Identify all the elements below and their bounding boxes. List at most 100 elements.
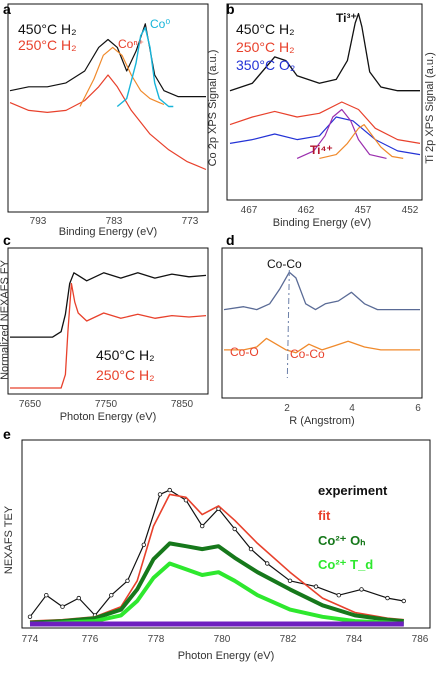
panel-c-frame [7,247,209,395]
experiment-point [401,598,406,604]
legend-e-td: Co²⁺ T_d [318,557,373,572]
series-b-2 [229,116,421,156]
e-ylabel: NEXAFS TEY [3,505,15,574]
series-c-1 [10,282,207,389]
c-tick-7650: 7650 [19,399,42,410]
a-tick-773: 773 [182,216,199,227]
panel-c: 450°C H₂ 250°C H₂ Normalized NEXAFS FY 7… [0,247,209,423]
b-tick-452: 452 [402,205,419,216]
experiment-point [44,593,49,598]
a-xlabel: Binding Energy (eV) [59,226,157,238]
legend-c-450: 450°C H₂ [96,347,155,363]
panel-b: 450°C H₂ 250°C H₂ 350°C O₂ Ti³⁺ Ti⁴⁺ Co … [207,3,436,229]
series-b-1 [229,101,421,144]
legend-b-350: 350°C O₂ [236,57,295,73]
legend-b-450: 450°C H₂ [236,21,295,37]
panel-label-c: c [3,232,11,248]
c-ylabel: Normalized NEXAFS FY [0,259,11,379]
experiment-point [109,593,114,598]
experiment-point [60,604,65,609]
panel-b-frame [226,3,423,201]
panel-b-plot [229,12,421,159]
series-b-4 [319,123,404,159]
experiment-point [287,578,293,583]
series-e-1 [29,493,404,622]
series-a-2 [79,46,165,107]
legend-a-450: 450°C H₂ [18,21,77,37]
panel-a-plot [9,23,207,171]
experiment-point [359,587,364,592]
experiment-point [265,561,270,566]
series-b-3 [296,108,387,159]
e-tick-776: 776 [82,634,99,645]
annotation-d-coco2: Co-Co [290,347,325,361]
panel-label-b: b [226,1,235,17]
b-ylabel-right: Ti 2p XPS Signal (a.u.) [424,52,436,163]
b-ylabel-left: Co 2p XPS Signal (a.u.) [207,50,219,167]
panel-d-frame [221,247,423,399]
annotation-d-coco: Co-Co [267,257,302,271]
a-tick-793: 793 [30,216,47,227]
series-e-0 [29,489,404,618]
legend-e-fit: fit [318,508,331,523]
series-e-3 [29,561,404,626]
legend-a-250: 250°C H₂ [18,37,77,53]
co-co-guide-line [286,269,290,379]
annotation-ti3: Ti³⁺ [336,11,357,25]
annotation-d-coo: Co-O [230,345,259,359]
series-d-1 [224,337,420,354]
e-tick-786: 786 [412,634,429,645]
b-xlabel: Binding Energy (eV) [273,217,371,229]
experiment-point [248,546,254,552]
experiment-point [232,526,237,532]
e-tick-780: 780 [214,634,231,645]
experiment-point [125,578,130,583]
panel-d: Co-Co Co-O Co-Co 2 4 6 R (Angstrom) [221,247,423,427]
panel-a: 450°C H₂ 250°C H₂ Coⁿ⁺ Co⁰ 793 783 773 B… [7,3,209,238]
b-tick-462: 462 [298,205,315,216]
experiment-point [76,595,81,601]
experiment-point [385,595,390,601]
b-tick-467: 467 [241,205,258,216]
legend-b-250: 250°C H₂ [236,39,295,55]
series-b-0 [229,12,420,92]
e-tick-782: 782 [280,634,297,645]
c-tick-7850: 7850 [171,399,194,410]
d-tick-4: 4 [349,403,355,414]
experiment-point [199,523,205,529]
panel-d-plot [223,269,420,379]
experiment-point [157,492,163,497]
annotation-co0: Co⁰ [150,17,170,31]
experiment-point [27,614,33,619]
c-xlabel: Photon Energy (eV) [60,411,157,423]
experiment-point [336,593,341,598]
experiment-point [216,506,221,511]
c-tick-7750: 7750 [95,399,118,410]
e-tick-774: 774 [22,634,39,645]
experiment-point [141,542,146,547]
e-tick-784: 784 [346,634,363,645]
experiment-point [313,584,319,589]
panel-e-plot [27,487,406,627]
e-xlabel: Photon Energy (eV) [178,650,275,662]
panel-c-plot [10,272,207,389]
a-tick-783: 783 [106,216,123,227]
annotation-ti4: Ti⁴⁺ [310,143,333,157]
legend-e-experiment: experiment [318,483,388,498]
d-tick-6: 6 [415,403,421,414]
panel-label-a: a [3,1,11,17]
series-a-0 [9,23,206,98]
panel-e: experiment fit Co²⁺ Oₕ Co²⁺ T_d NEXAFS T… [3,439,431,662]
d-tick-2: 2 [284,403,290,414]
panel-e-frame [21,439,431,629]
series-c-0 [10,272,207,338]
series-a-1 [9,74,207,171]
legend-c-250: 250°C H₂ [96,367,155,383]
panel-a-frame [7,3,209,213]
legend-e-oh: Co²⁺ Oₕ [318,533,366,548]
annotation-con: Coⁿ⁺ [118,37,144,51]
b-tick-457: 457 [355,205,372,216]
series-a-3 [116,27,174,108]
series-d-0 [223,271,420,311]
